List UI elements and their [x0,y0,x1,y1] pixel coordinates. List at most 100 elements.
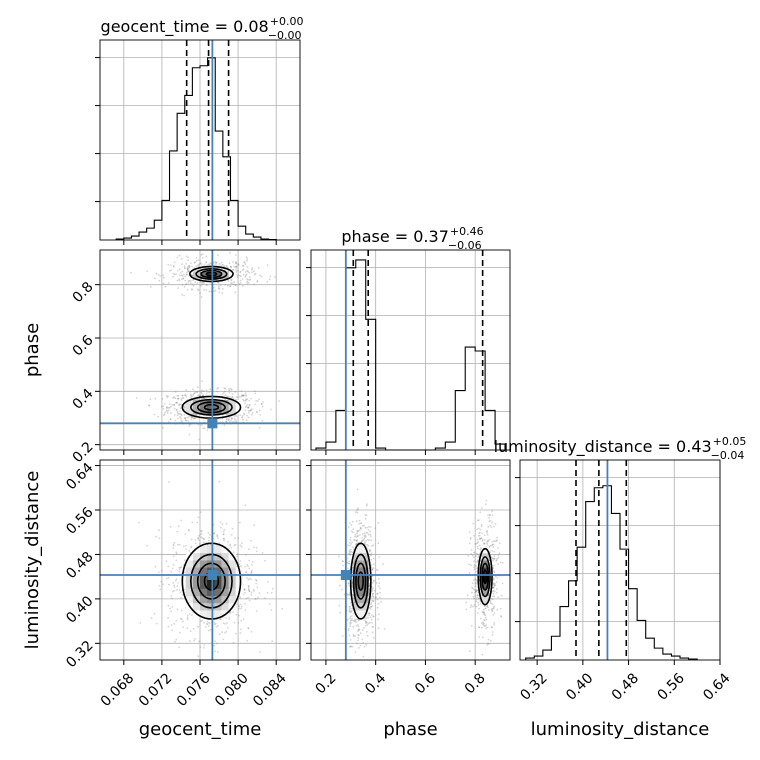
density-cell [221,400,229,408]
sample-point [150,617,153,619]
sample-point [246,639,249,642]
sample-point [482,622,485,625]
sample-point [491,556,493,559]
sample-point [200,296,203,298]
sample-point [207,532,210,534]
sample-point [173,404,176,407]
sample-point [200,536,202,539]
sample-point [492,589,495,592]
sample-point [168,481,170,483]
sample-point [475,552,478,555]
sample-point [492,559,494,562]
sample-point [260,275,263,278]
sample-point [221,288,224,290]
sample-point [206,620,209,623]
sample-point [370,614,373,616]
density-group [311,460,510,660]
sample-point [489,544,492,547]
sample-point [477,547,479,550]
sample-point [233,544,236,547]
sample-point [184,418,187,420]
sample-point [188,279,191,282]
sample-point [194,417,196,420]
sample-point [255,399,257,402]
density-group [100,250,300,450]
sample-point [187,259,190,262]
sample-point [184,275,187,278]
sample-point [160,569,163,572]
sample-point [481,538,484,541]
sample-point [234,391,237,393]
sample-point [190,416,193,418]
sample-point [487,642,489,645]
sample-point [235,262,237,265]
sample-point [190,418,193,420]
sample-point [229,543,231,546]
sample-point [173,261,176,264]
sample-point [233,265,236,268]
density-cell [221,552,229,561]
sample-point [231,393,234,395]
sample-point [200,424,203,426]
sample-point [383,628,386,630]
sample-point [177,412,179,415]
sample-point [208,622,211,625]
sample-point [366,624,368,626]
sample-point [349,610,351,612]
sample-point [481,622,483,624]
sample-point [223,539,226,542]
sample-point [230,278,233,281]
sample-point [483,613,486,616]
sample-point [228,262,231,265]
sample-point [242,394,244,397]
density-cell [228,567,237,575]
density-cell [207,610,215,618]
sample-point [266,264,269,267]
sample-point [468,542,471,545]
sample-point [237,622,240,624]
sample-point [250,571,253,573]
sample-point [493,623,495,626]
sample-point [241,264,244,267]
sample-point [179,416,181,418]
sample-point [214,650,216,653]
sample-point [349,554,352,556]
sample-point [227,280,230,282]
sample-point [238,605,241,608]
sample-point [489,514,491,517]
sample-point [475,600,478,603]
sample-point [379,591,381,594]
sample-point [237,537,240,539]
sample-point [357,629,360,632]
sample-point [251,411,254,414]
sample-point [155,535,157,538]
sample-point [493,595,495,598]
sample-point [243,588,246,590]
sample-point [178,543,181,546]
title-equals: = [390,227,414,246]
sample-point [479,531,481,534]
sample-point [239,395,241,398]
sample-point [473,560,476,563]
sample-point [484,503,487,506]
sample-point [266,281,269,283]
sample-point [185,273,188,276]
sample-point [230,265,232,268]
sample-point [371,592,374,595]
sample-point [167,282,170,284]
sample-point [372,592,375,595]
sample-point [241,394,244,397]
sample-point [491,609,494,612]
sample-point [371,589,374,591]
sample-point [185,283,187,286]
sample-point [361,629,364,631]
sample-point [173,414,176,416]
sample-point [486,605,489,607]
sample-point [245,597,248,600]
sample-point [191,283,194,286]
sample-point [175,401,177,404]
sample-point [173,541,176,544]
sample-point [371,590,373,593]
sample-point [357,639,359,642]
sample-point [495,540,498,542]
